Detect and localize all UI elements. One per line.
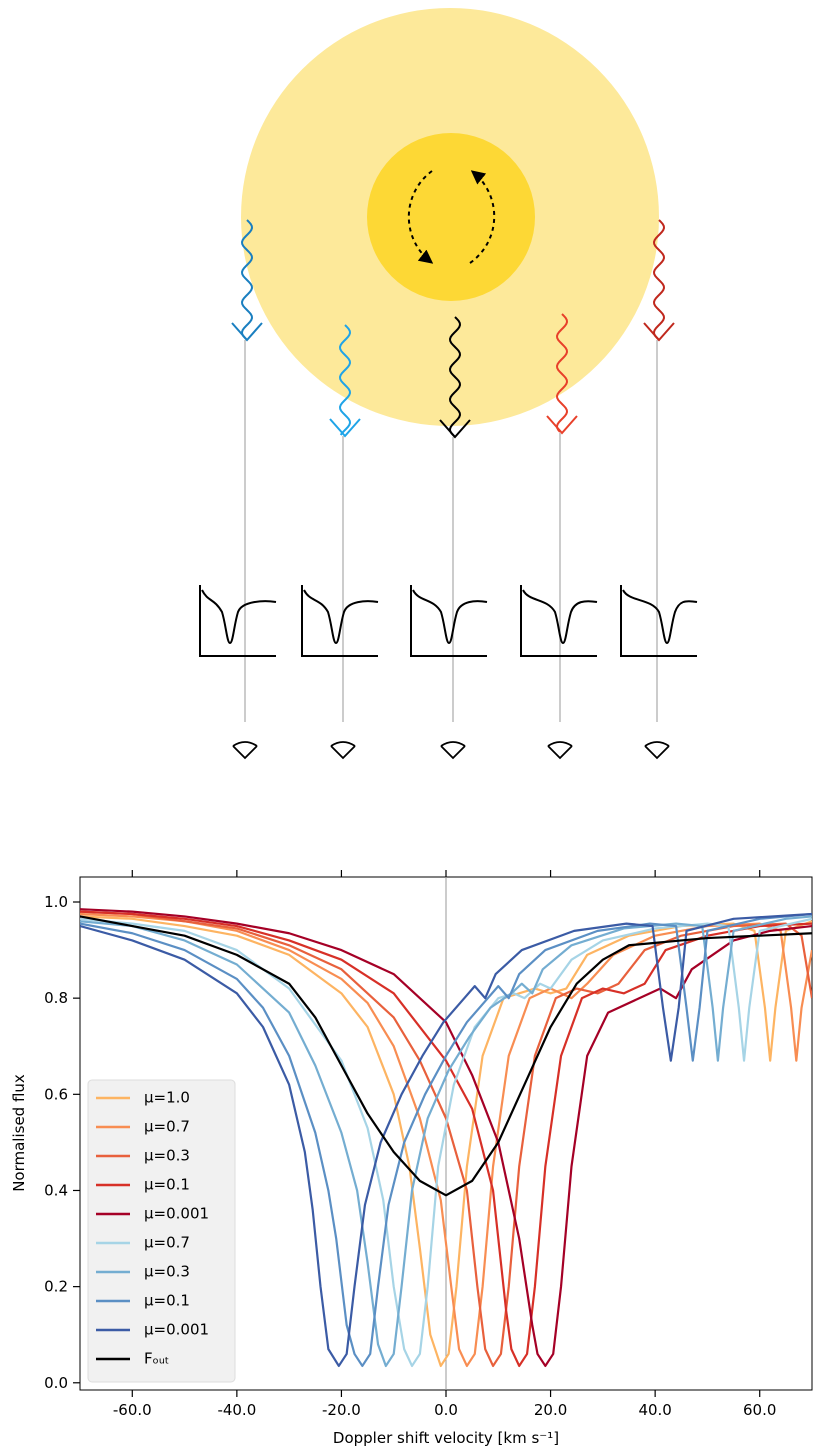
legend: μ=1.0 μ=0.7 μ=0.3 μ=0.1 μ=0.001 μ=0.7 μ=0.3 μ=0… xyxy=(87,1079,236,1383)
y-tick-label: 0.2 xyxy=(44,1278,68,1296)
x-tick-label: -20.0 xyxy=(322,1401,361,1419)
observer-eye xyxy=(644,741,670,760)
legend-label: μ=0.7 xyxy=(144,1118,190,1136)
star-diagram xyxy=(199,8,698,760)
observer-eye xyxy=(330,741,356,760)
y-tick-label: 0.6 xyxy=(44,1085,68,1103)
x-tick-label: 60.0 xyxy=(743,1401,776,1419)
photon-wave xyxy=(448,316,462,438)
profile-line xyxy=(80,912,812,1368)
profile-line xyxy=(80,915,812,1368)
profile-line xyxy=(80,912,812,1368)
photon-wave xyxy=(555,313,569,433)
photon-wave xyxy=(652,219,666,341)
observer-eye xyxy=(232,741,258,760)
x-tick-label: -40.0 xyxy=(217,1401,256,1419)
profile-line xyxy=(80,910,812,1368)
profile-axes xyxy=(410,585,487,657)
profile-curve xyxy=(622,589,698,645)
photon-head xyxy=(643,322,675,342)
profile-curve xyxy=(303,589,379,645)
legend-label: μ=0.3 xyxy=(144,1147,190,1165)
rotation-arrow xyxy=(407,170,434,264)
legend-label: μ=0.001 xyxy=(144,1321,209,1339)
photon-wave xyxy=(338,324,352,436)
profile-axes xyxy=(520,585,597,657)
y-tick-label: 1.0 xyxy=(44,893,68,911)
profile-axes xyxy=(620,585,697,657)
y-tick-label: 0.4 xyxy=(44,1181,68,1199)
x-tick-label: 20.0 xyxy=(534,1401,567,1419)
photon-head xyxy=(439,419,471,439)
legend-label: μ=0.3 xyxy=(144,1263,190,1281)
observer-eye xyxy=(547,741,573,760)
legend-label: μ=0.1 xyxy=(144,1176,190,1194)
profile-line xyxy=(80,915,812,1368)
profile-curve xyxy=(412,589,488,645)
x-tick-label: 0.0 xyxy=(434,1401,458,1419)
rotation-arrow xyxy=(469,170,496,264)
photon-head xyxy=(329,418,361,438)
x-tick-label: 40.0 xyxy=(638,1401,671,1419)
inner-star xyxy=(367,133,535,301)
chart: Doppler shift velocity [km s⁻¹] Normalis… xyxy=(10,870,813,1447)
photon-wave xyxy=(240,219,254,341)
legend-label: μ=0.1 xyxy=(144,1292,190,1310)
legend-label: μ=0.001 xyxy=(144,1205,209,1223)
observer-eye xyxy=(440,741,466,760)
profile-axes xyxy=(199,585,276,657)
profile-line xyxy=(80,910,812,1368)
profile-axes xyxy=(301,585,378,657)
profile-line xyxy=(80,908,812,1368)
legend-label: Fₒᵤₜ xyxy=(144,1350,169,1368)
y-tick-label: 0.0 xyxy=(44,1374,68,1392)
legend-label: μ=1.0 xyxy=(144,1089,190,1107)
profile-curve xyxy=(201,589,277,645)
y-tick-label: 0.8 xyxy=(44,989,68,1007)
y-axis-label: Normalised flux xyxy=(10,1074,28,1192)
profile-curve xyxy=(522,589,598,645)
legend-label: μ=0.7 xyxy=(144,1234,190,1252)
photon-head xyxy=(231,322,263,342)
lines xyxy=(80,908,812,1368)
profile-line xyxy=(80,915,812,1197)
photon-head xyxy=(546,415,578,435)
x-tick-label: -60.0 xyxy=(113,1401,152,1419)
x-axis-label: Doppler shift velocity [km s⁻¹] xyxy=(333,1429,559,1447)
